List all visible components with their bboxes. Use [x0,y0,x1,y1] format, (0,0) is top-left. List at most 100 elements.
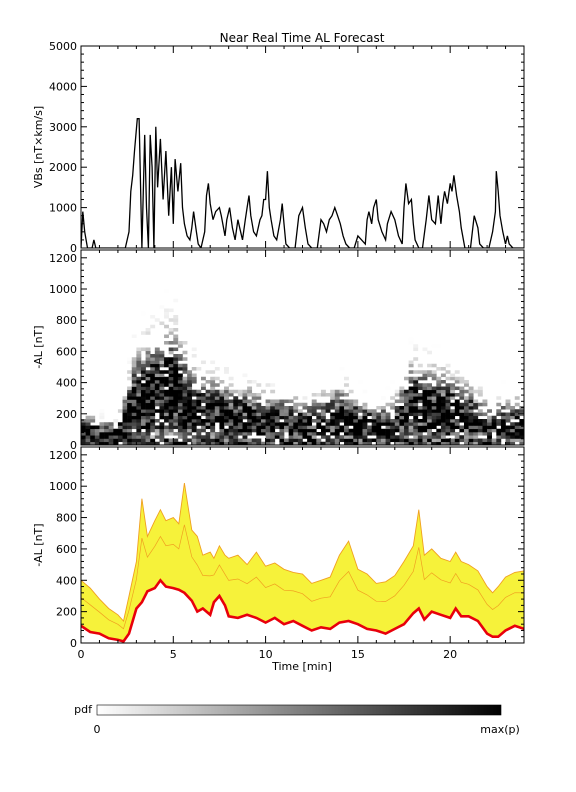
heatmap-cell [339,412,345,417]
heatmap-cell [325,435,331,439]
heatmap-cell [500,415,506,420]
heatmap-cell [348,344,354,348]
heatmap-cell [210,432,216,436]
heatmap-cell [247,360,253,365]
heatmap-cell [417,432,423,436]
heatmap-cell [173,396,179,400]
heatmap-cell [404,428,409,433]
heatmap-cell [404,432,409,436]
heatmap-cell [422,422,428,426]
heatmap-cell [164,279,169,283]
heatmap-cell [376,432,382,436]
heatmap-cell [334,419,340,423]
heatmap-cell [131,389,137,394]
heatmap-cell [500,435,506,439]
y-tick-label-al-forecast: 1200 [49,449,77,462]
heatmap-cell [247,380,253,384]
heatmap-cell [339,425,345,430]
heatmap-cell [334,428,340,433]
heatmap-cell [450,419,456,423]
heatmap-cell [210,406,216,410]
heatmap-cell [145,383,151,387]
heatmap-cell [136,393,142,397]
heatmap-cell [362,402,368,407]
heatmap-cell [487,256,492,261]
heatmap-cell [196,409,202,413]
heatmap-cell [357,425,363,430]
heatmap-cell [140,285,146,290]
heatmap-cell [104,438,109,443]
heatmap-cell [131,435,137,439]
heatmap-cell [427,350,432,355]
heatmap-cell [293,409,299,413]
heatmap-cell [427,393,432,397]
heatmap-cell [371,422,377,426]
heatmap-cell [122,399,128,404]
heatmap-cell [182,415,188,420]
heatmap-cell [154,350,160,355]
heatmap-cell [422,438,428,443]
heatmap-cell [473,425,479,430]
heatmap-cell [173,373,179,378]
heatmap-cell [140,441,146,445]
heatmap-cell [357,435,363,439]
heatmap-cell [85,438,91,443]
heatmap-cell [380,435,386,439]
heatmap-cell [154,428,160,433]
heatmap-cell [413,393,419,397]
heatmap-cell [182,341,188,345]
heatmap-cell [90,441,96,445]
heatmap-cell [136,383,142,387]
heatmap-cell [182,441,188,445]
heatmap-cell [482,305,488,309]
heatmap-cell [510,428,516,433]
heatmap-cell [177,386,183,391]
heatmap-cell [399,334,405,339]
heatmap-cell [136,399,142,404]
heatmap-cell [344,406,349,410]
heatmap-cell [164,370,169,374]
heatmap-cell [427,373,432,378]
heatmap-cell [224,370,229,374]
y-tick-label-vbs: 2000 [49,161,77,174]
heatmap-cell [205,399,211,404]
heatmap-cell [413,438,419,443]
heatmap-cell [99,438,105,443]
heatmap-cell [214,396,220,400]
heatmap-cell [159,363,165,368]
heatmap-cell [104,432,109,436]
heatmap-cell [164,376,169,381]
y-tick-label-al-forecast: 400 [56,574,77,587]
heatmap-cell [205,389,211,394]
heatmap-cell [173,386,179,391]
heatmap-cell [140,269,146,274]
heatmap-cell [500,370,506,374]
heatmap-cell [454,425,460,430]
heatmap-cell [445,406,451,410]
heatmap-cell [427,422,432,426]
heatmap-cell [210,396,216,400]
heatmap-cell [473,399,479,404]
heatmap-cell [394,435,400,439]
heatmap-cell [496,419,502,423]
heatmap-cell [136,386,142,391]
heatmap-cell [422,409,428,413]
heatmap-cell [233,425,239,430]
heatmap-cell [404,263,409,267]
heatmap-cell [311,295,317,300]
heatmap-cell [274,415,280,420]
y-tick-label-al-forecast: 600 [56,543,77,556]
heatmap-cell [440,389,446,394]
heatmap-cell [413,441,419,445]
heatmap-cell [191,318,197,322]
heatmap-cell [251,409,257,413]
heatmap-cell [164,315,169,319]
heatmap-cell [316,367,322,371]
heatmap-cell [81,428,86,433]
heatmap-cell [224,419,229,423]
heatmap-cell [371,428,377,433]
heatmap-cell [422,419,428,423]
heatmap-cell [362,415,368,420]
heatmap-cell [154,357,160,361]
heatmap-cell [159,438,165,443]
